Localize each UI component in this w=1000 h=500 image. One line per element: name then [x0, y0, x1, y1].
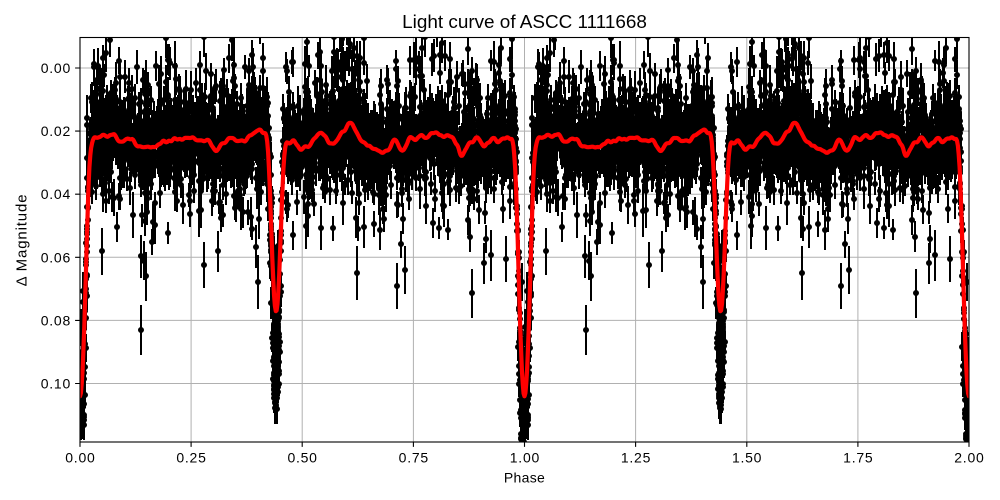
svg-text:0.00: 0.00	[41, 60, 71, 76]
svg-text:0.04: 0.04	[41, 186, 71, 202]
svg-text:2.00: 2.00	[954, 450, 984, 466]
svg-text:1.25: 1.25	[621, 450, 651, 466]
svg-text:0.08: 0.08	[41, 312, 71, 328]
svg-text:0.02: 0.02	[41, 123, 71, 139]
svg-text:Phase: Phase	[504, 470, 545, 486]
svg-text:0.25: 0.25	[176, 450, 206, 466]
svg-text:0.50: 0.50	[287, 450, 317, 466]
svg-text:0.06: 0.06	[41, 249, 71, 265]
svg-text:Δ Magnitude: Δ Magnitude	[13, 194, 30, 287]
svg-text:0.00: 0.00	[65, 450, 95, 466]
svg-text:1.00: 1.00	[510, 450, 540, 466]
svg-text:0.75: 0.75	[399, 450, 429, 466]
svg-text:Light curve of ASCC 1111668: Light curve of ASCC 1111668	[402, 12, 647, 33]
svg-text:1.75: 1.75	[843, 450, 873, 466]
svg-text:0.10: 0.10	[41, 376, 71, 392]
svg-text:1.50: 1.50	[732, 450, 762, 466]
